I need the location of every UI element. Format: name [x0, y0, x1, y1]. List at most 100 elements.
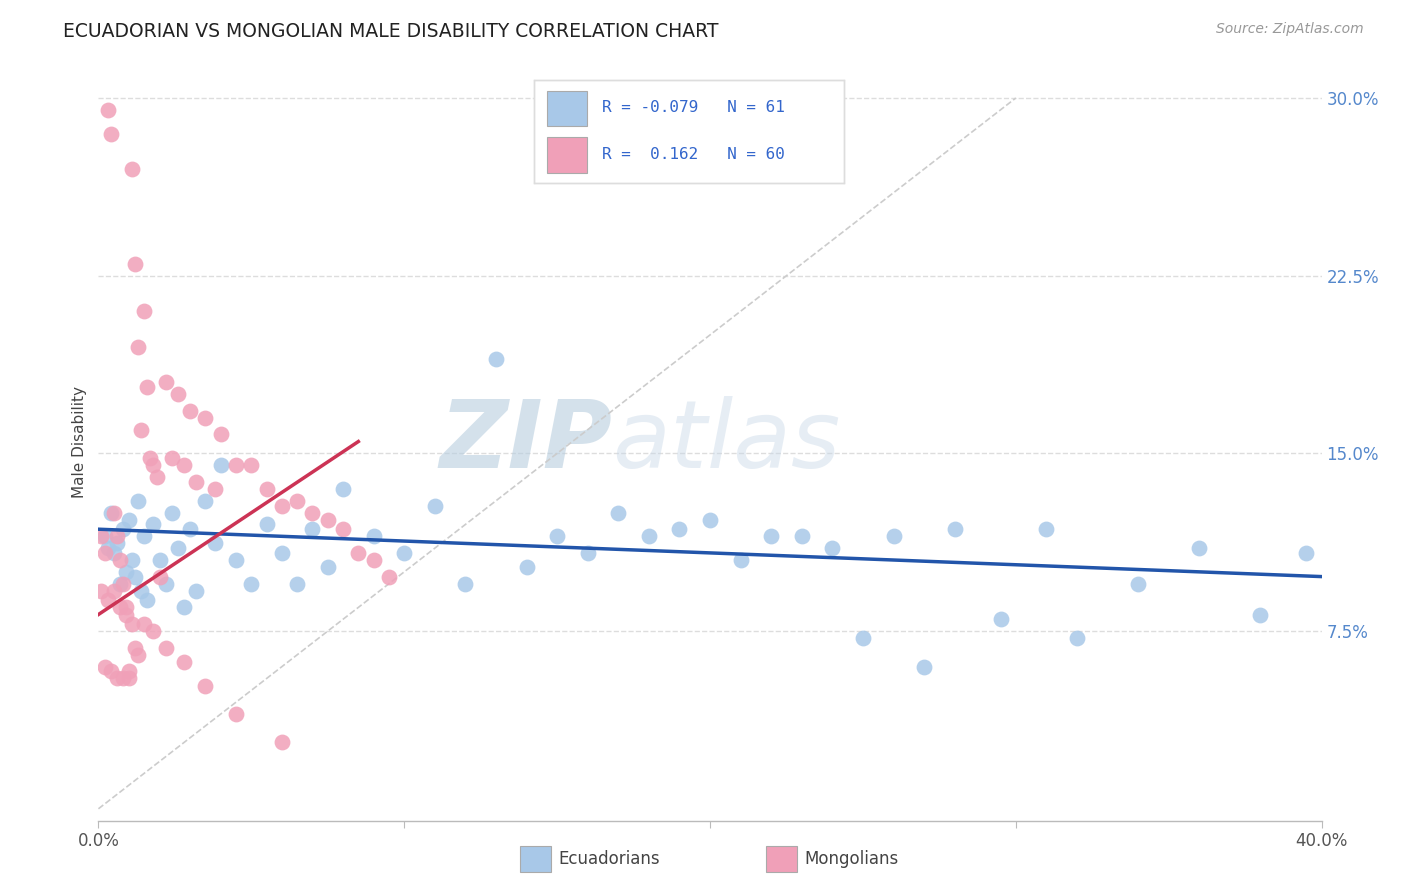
- Point: [105, 536, 128, 550]
- Point: [1249, 607, 1271, 622]
- Point: [124, 257, 146, 271]
- Point: [852, 631, 875, 645]
- Point: [423, 499, 446, 513]
- Point: [103, 583, 125, 598]
- Point: [142, 624, 165, 639]
- Text: ECUADORIAN VS MONGOLIAN MALE DISABILITY CORRELATION CHART: ECUADORIAN VS MONGOLIAN MALE DISABILITY …: [63, 22, 718, 41]
- Point: [111, 522, 134, 536]
- Point: [115, 607, 138, 622]
- Point: [516, 560, 538, 574]
- Point: [155, 576, 177, 591]
- Point: [118, 665, 141, 679]
- Point: [103, 506, 125, 520]
- Text: Ecuadorians: Ecuadorians: [558, 850, 659, 868]
- Point: [270, 499, 292, 513]
- Point: [301, 506, 323, 520]
- Point: [347, 546, 370, 560]
- Point: [1066, 631, 1088, 645]
- FancyBboxPatch shape: [547, 91, 586, 127]
- Point: [167, 541, 190, 556]
- Point: [129, 583, 152, 598]
- Point: [127, 648, 149, 662]
- Point: [1128, 576, 1150, 591]
- Point: [118, 672, 141, 686]
- FancyBboxPatch shape: [547, 136, 586, 173]
- Point: [111, 672, 134, 686]
- Point: [127, 493, 149, 508]
- Point: [912, 659, 935, 673]
- Point: [118, 513, 141, 527]
- Point: [93, 659, 115, 673]
- Point: [363, 529, 385, 543]
- Point: [97, 541, 120, 556]
- Point: [155, 376, 177, 390]
- Point: [209, 458, 232, 473]
- Point: [90, 529, 112, 543]
- Point: [173, 600, 195, 615]
- Text: R = -0.079   N = 61: R = -0.079 N = 61: [602, 101, 785, 115]
- Point: [97, 103, 120, 117]
- Point: [204, 536, 226, 550]
- Point: [821, 541, 844, 556]
- Point: [883, 529, 905, 543]
- Point: [103, 546, 125, 560]
- Point: [668, 522, 690, 536]
- Point: [285, 493, 308, 508]
- Point: [134, 617, 156, 632]
- Point: [194, 679, 217, 693]
- Text: Mongolians: Mongolians: [804, 850, 898, 868]
- Point: [1295, 546, 1317, 560]
- Point: [108, 600, 131, 615]
- Point: [134, 304, 156, 318]
- Point: [160, 451, 183, 466]
- Text: atlas: atlas: [612, 396, 841, 487]
- Point: [121, 553, 143, 567]
- Point: [240, 576, 263, 591]
- Point: [93, 529, 115, 543]
- Point: [127, 340, 149, 354]
- Point: [136, 380, 159, 394]
- Point: [173, 458, 195, 473]
- Point: [607, 506, 630, 520]
- Point: [454, 576, 477, 591]
- Point: [270, 546, 292, 560]
- Point: [136, 593, 159, 607]
- Point: [225, 706, 247, 721]
- Point: [637, 529, 661, 543]
- Point: [194, 493, 217, 508]
- Point: [93, 546, 115, 560]
- Point: [332, 482, 354, 496]
- Point: [115, 565, 138, 579]
- Point: [209, 427, 232, 442]
- Point: [115, 600, 138, 615]
- Point: [186, 475, 208, 489]
- Point: [142, 517, 165, 532]
- Point: [142, 458, 165, 473]
- Point: [730, 553, 752, 567]
- Point: [1035, 522, 1057, 536]
- Point: [149, 569, 172, 583]
- Point: [378, 569, 401, 583]
- Y-axis label: Male Disability: Male Disability: [72, 385, 87, 498]
- Point: [100, 127, 122, 141]
- Point: [167, 387, 190, 401]
- Point: [179, 522, 201, 536]
- Point: [576, 546, 599, 560]
- Point: [155, 640, 177, 655]
- Point: [546, 529, 568, 543]
- Point: [301, 522, 323, 536]
- Point: [316, 513, 339, 527]
- Point: [105, 529, 128, 543]
- Text: Source: ZipAtlas.com: Source: ZipAtlas.com: [1216, 22, 1364, 37]
- Point: [121, 617, 143, 632]
- Point: [111, 576, 134, 591]
- Point: [186, 583, 208, 598]
- Point: [97, 593, 120, 607]
- Point: [160, 506, 183, 520]
- Point: [285, 576, 308, 591]
- Point: [134, 529, 156, 543]
- Point: [129, 423, 152, 437]
- Point: [225, 458, 247, 473]
- Point: [332, 522, 354, 536]
- Point: [990, 612, 1012, 626]
